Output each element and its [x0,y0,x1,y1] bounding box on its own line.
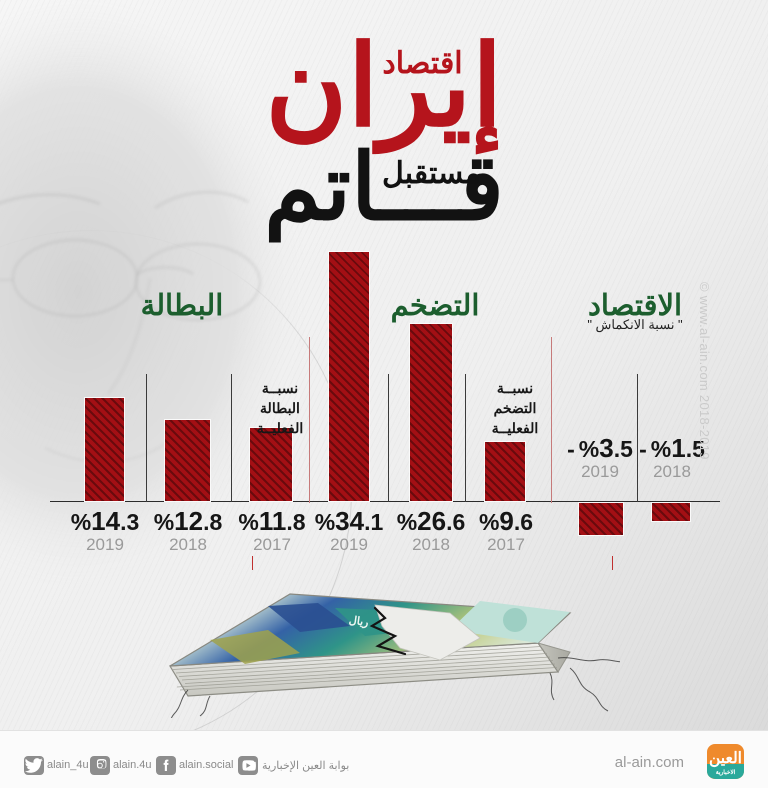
svg-text:الاخبارية: الاخبارية [716,769,736,776]
svg-text:العين: العين [709,750,742,768]
